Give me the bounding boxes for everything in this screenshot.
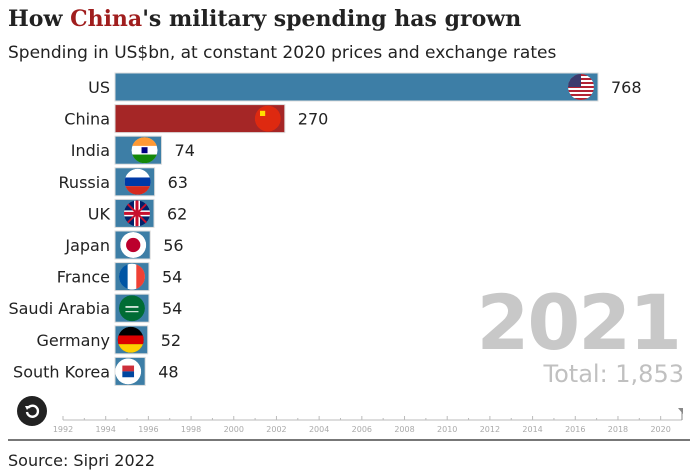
timeline-slider[interactable]: 1992 1994 1996 1998 2000 2002 2004 2006 2008 2010…	[53, 408, 683, 434]
value-label: 54	[162, 268, 182, 287]
value-label: 63	[168, 173, 188, 192]
bar-group-france: France 54	[57, 262, 182, 292]
chart-title: How China's military spending has grown	[8, 6, 521, 32]
source-note: Source: Sipri 2022	[8, 451, 156, 470]
timeline-tick-label: 2020	[650, 425, 670, 434]
timeline-tick-label: 2000	[224, 425, 244, 434]
timeline-tick-label: 1994	[96, 425, 116, 434]
china-flag-icon	[254, 105, 281, 132]
uk-flag-icon	[123, 200, 150, 227]
title-text-end: 's military spending has grown	[142, 6, 522, 32]
bar-chart: US 768 China 270 India 74 Russia 63 UK 62 Japan 56 F…	[8, 72, 683, 434]
category-label: Saudi Arabia	[8, 299, 110, 318]
bar-group-germany: Germany 52	[36, 325, 181, 355]
current-year: 2021	[476, 278, 682, 367]
india-flag-icon	[131, 137, 158, 164]
category-label: France	[57, 268, 110, 287]
value-label: 62	[167, 204, 187, 223]
value-label: 56	[163, 236, 183, 255]
value-label: 54	[162, 299, 182, 318]
timeline-tick-label: 2008	[394, 425, 414, 434]
germany-flag-icon	[117, 326, 144, 353]
category-label: Germany	[36, 331, 110, 350]
category-label: US	[88, 78, 110, 97]
france-flag-icon	[118, 263, 145, 290]
timeline-tick-label: 2004	[309, 425, 329, 434]
timeline-tick-label: 2018	[608, 425, 628, 434]
bar-group-india: India 74	[71, 135, 195, 165]
timeline-tick-label: 2016	[565, 425, 585, 434]
us-flag-icon	[568, 74, 594, 100]
timeline-tick-label: 2010	[437, 425, 457, 434]
total-label: Total: 1,853	[543, 360, 684, 388]
title-text: How	[8, 6, 71, 32]
bar-group-japan: Japan 56	[64, 230, 184, 260]
category-label: UK	[88, 204, 111, 223]
bar-group-saudi-arabia: Saudi Arabia 54	[8, 293, 182, 323]
bar-group-china: China 270	[64, 104, 329, 134]
bar-group-uk: UK 62	[88, 198, 187, 228]
timeline-tick-label: 2006	[352, 425, 372, 434]
divider	[8, 439, 690, 441]
timeline-tick-label: 1998	[181, 425, 201, 434]
russia-flag-icon	[124, 168, 151, 195]
timeline-tick-label: 2014	[522, 425, 542, 434]
category-label: India	[71, 141, 110, 160]
title-highlight: China	[70, 6, 143, 32]
south-korea-flag-icon	[115, 358, 142, 385]
value-label: 768	[611, 78, 642, 97]
value-label: 48	[158, 362, 178, 381]
timeline-tick-label: 1996	[138, 425, 158, 434]
replay-icon	[25, 404, 40, 418]
replay-button[interactable]	[17, 396, 47, 426]
timeline-tick-label: 1992	[53, 425, 73, 434]
category-label: Japan	[64, 236, 110, 255]
saudi-arabia-flag-icon	[118, 295, 145, 322]
category-label: South Korea	[13, 362, 110, 381]
japan-flag-icon	[120, 232, 147, 258]
bar-group-russia: Russia 63	[59, 167, 188, 197]
bar-group-us: US 768	[88, 72, 642, 102]
value-label: 74	[175, 141, 195, 160]
bar-group-south-korea: South Korea 48	[13, 356, 179, 386]
timeline-tick-label: 2012	[480, 425, 500, 434]
timeline-tick-label: 2002	[266, 425, 286, 434]
category-label: Russia	[59, 173, 110, 192]
bar	[114, 72, 599, 102]
value-label: 270	[298, 110, 329, 129]
value-label: 52	[161, 331, 181, 350]
chart-subtitle: Spending in US$bn, at constant 2020 pric…	[8, 43, 557, 63]
category-label: China	[64, 110, 110, 129]
